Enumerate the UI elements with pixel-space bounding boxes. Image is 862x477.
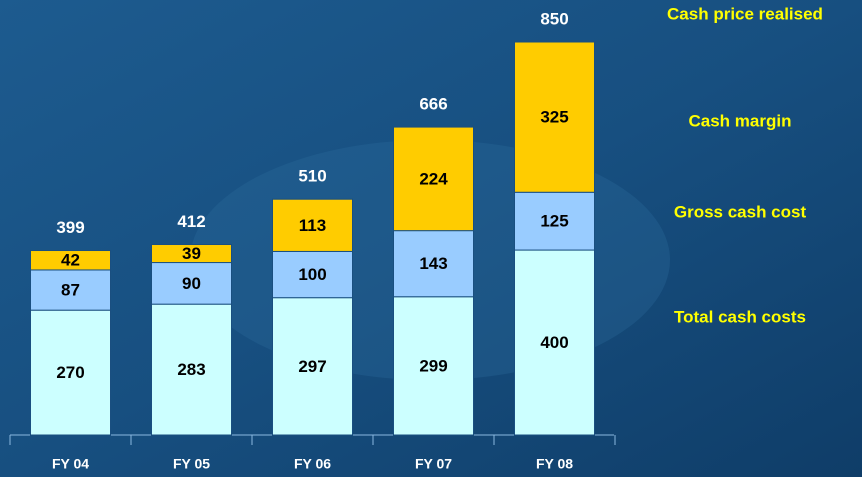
bar-segment <box>272 250 353 299</box>
segment-label: 39 <box>182 244 201 263</box>
bar-segment <box>393 296 474 436</box>
segment-label: 90 <box>182 274 201 293</box>
segment-label: 270 <box>56 363 84 382</box>
bar-segment <box>30 250 111 271</box>
segment-label: 325 <box>540 108 568 127</box>
total-label: 510 <box>298 167 326 186</box>
total-label: 850 <box>540 9 568 28</box>
segment-label: 100 <box>298 265 326 284</box>
segment-label: 299 <box>419 356 447 375</box>
x-tick-label: FY 05 <box>173 456 210 472</box>
legend-label: Cash price realised <box>667 4 823 23</box>
bar-segment <box>151 303 232 436</box>
bar-segment <box>514 191 595 251</box>
bar-segment <box>151 244 232 264</box>
total-label: 666 <box>419 95 447 114</box>
bar-segment <box>393 126 474 232</box>
legend-label: Gross cash cost <box>674 202 807 221</box>
bar-segment <box>151 262 232 305</box>
total-label: 399 <box>56 218 84 237</box>
legend-label: Total cash costs <box>674 307 806 326</box>
legend-label: Cash margin <box>689 111 792 130</box>
bar-segment <box>30 309 111 436</box>
segment-label: 224 <box>419 169 448 188</box>
segment-label: 87 <box>61 281 80 300</box>
x-tick-label: FY 06 <box>294 456 331 472</box>
segment-label: 113 <box>299 216 326 235</box>
total-label: 412 <box>177 212 205 231</box>
segment-label: 143 <box>419 254 447 273</box>
bar-segment <box>514 41 595 193</box>
segment-label: 400 <box>540 333 568 352</box>
segment-label: 283 <box>177 360 205 379</box>
segment-label: 297 <box>298 357 326 376</box>
x-tick-label: FY 07 <box>415 456 452 472</box>
segment-label: 42 <box>61 251 80 270</box>
segment-label: 125 <box>540 212 568 231</box>
x-tick-label: FY 08 <box>536 456 573 472</box>
x-tick-label: FY 04 <box>52 456 89 472</box>
bar-segment <box>272 198 353 252</box>
bar-segment <box>30 269 111 311</box>
bar-segment <box>514 249 595 436</box>
